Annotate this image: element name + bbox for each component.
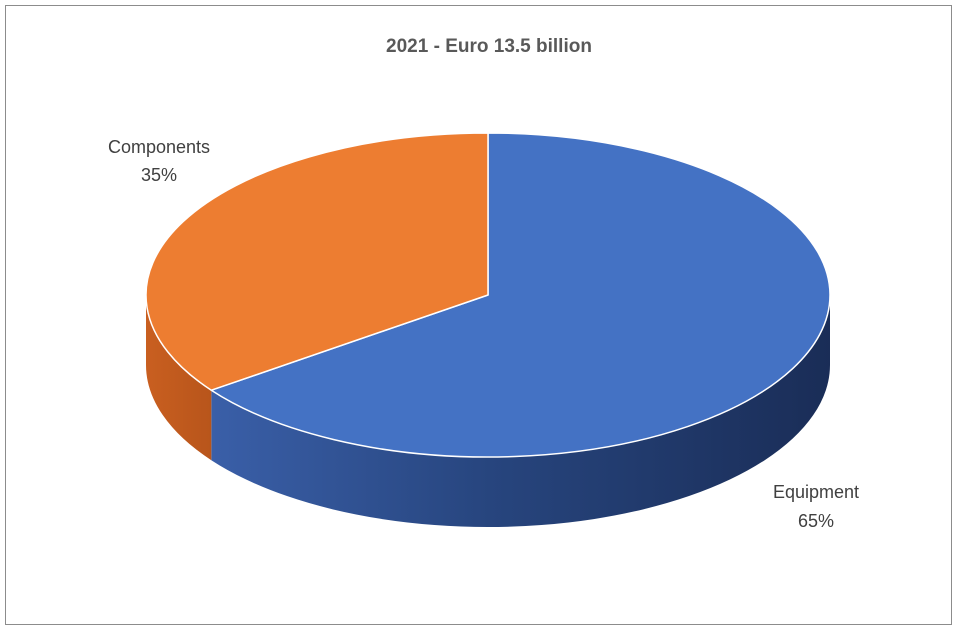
data-label-equipment-value: 65%: [798, 511, 834, 531]
chart-title: 2021 - Euro 13.5 billion: [386, 36, 592, 57]
pie-group: [145, 132, 831, 527]
pie-side-components: [146, 295, 212, 461]
data-label-components-value: 35%: [141, 165, 177, 185]
pie-slice-components: [145, 132, 489, 391]
data-label-equipment-name: Equipment: [773, 482, 859, 502]
pie-side-equipment: [211, 295, 831, 527]
pie-slice-equipment: [210, 132, 831, 458]
data-label-components-name: Components: [108, 137, 210, 157]
pie-chart: 2021 - Euro 13.5 billion Components 35% …: [108, 36, 859, 531]
